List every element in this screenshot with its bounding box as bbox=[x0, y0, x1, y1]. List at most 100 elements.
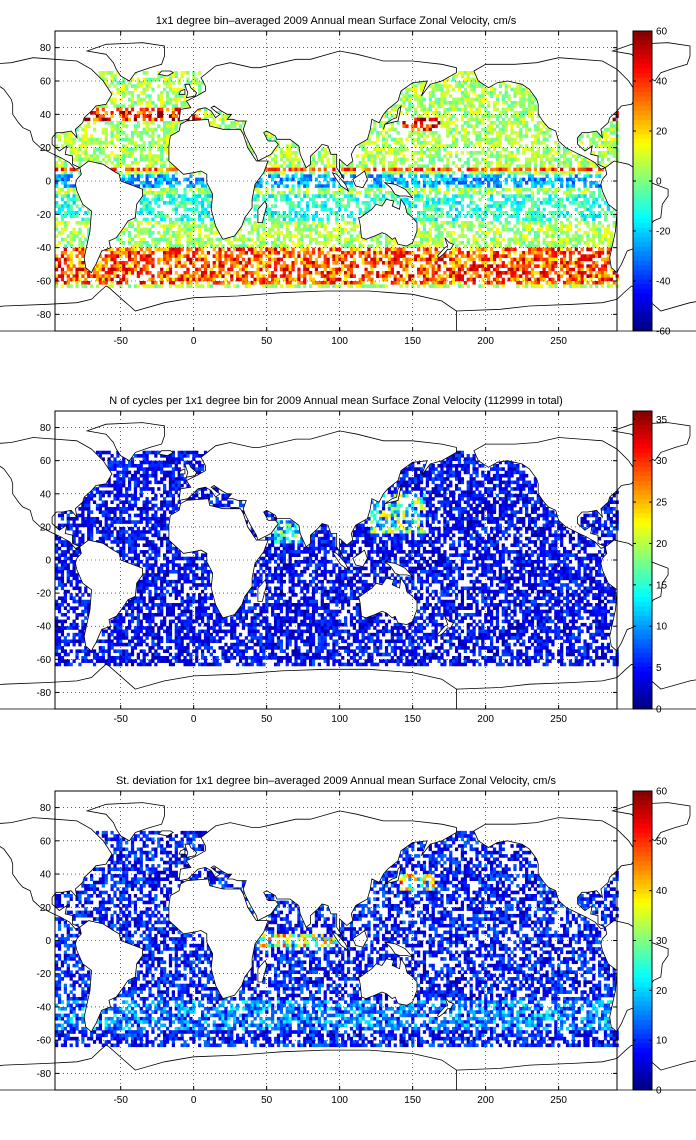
data-cell bbox=[507, 104, 511, 108]
data-cell bbox=[437, 171, 441, 175]
data-cell bbox=[87, 137, 91, 142]
data-cell bbox=[332, 244, 336, 248]
data-cell bbox=[390, 267, 394, 272]
data-cell bbox=[530, 201, 535, 205]
data-cell bbox=[139, 247, 143, 252]
data-cell bbox=[244, 264, 248, 268]
data-cell bbox=[490, 154, 494, 158]
data-cell bbox=[490, 264, 494, 268]
data-cell bbox=[522, 221, 526, 225]
data-cell bbox=[519, 171, 523, 175]
data-cell bbox=[244, 217, 248, 222]
data-cell bbox=[481, 261, 485, 265]
data-cell bbox=[548, 167, 552, 172]
data-cell bbox=[434, 171, 438, 175]
data-cell bbox=[288, 214, 292, 218]
data-cell bbox=[466, 254, 470, 258]
data-cell bbox=[437, 207, 441, 212]
data-cell bbox=[522, 241, 526, 245]
data-cell bbox=[478, 187, 482, 192]
data-cell bbox=[75, 254, 79, 258]
data-cell bbox=[78, 154, 82, 158]
data-cell bbox=[457, 241, 462, 245]
data-cell bbox=[475, 217, 479, 222]
data-cell bbox=[367, 201, 371, 205]
data-cell bbox=[527, 167, 532, 172]
data-cell bbox=[119, 161, 123, 165]
data-cell bbox=[361, 154, 365, 158]
data-cell bbox=[589, 204, 593, 208]
data-cell bbox=[536, 131, 540, 135]
data-cell bbox=[84, 154, 88, 158]
data-cell bbox=[379, 184, 383, 188]
data-cell bbox=[586, 244, 590, 248]
data-cell bbox=[113, 74, 117, 78]
data-cell bbox=[84, 124, 88, 128]
data-cell bbox=[139, 237, 143, 242]
data-cell bbox=[297, 254, 301, 258]
data-cell bbox=[525, 271, 529, 275]
data-cell bbox=[527, 197, 532, 202]
data-cell bbox=[598, 204, 602, 208]
data-cell bbox=[279, 241, 284, 245]
data-cell bbox=[81, 234, 85, 238]
data-cell bbox=[291, 251, 295, 255]
data-cell bbox=[379, 124, 383, 128]
data-cell bbox=[180, 244, 184, 248]
data-cell bbox=[490, 194, 494, 198]
data-cell bbox=[571, 194, 575, 198]
data-cell bbox=[163, 234, 167, 238]
data-cell bbox=[165, 277, 170, 282]
data-cell bbox=[341, 264, 345, 268]
data-cell bbox=[428, 237, 432, 242]
data-cell bbox=[390, 264, 394, 268]
data-cell bbox=[595, 141, 599, 145]
data-cell bbox=[55, 221, 59, 225]
data-cell bbox=[145, 221, 149, 225]
data-cell bbox=[142, 191, 146, 195]
data-cell bbox=[495, 161, 500, 165]
data-cell bbox=[399, 264, 403, 268]
data-cell bbox=[63, 201, 67, 205]
data-cell bbox=[507, 107, 511, 112]
data-cell bbox=[259, 237, 263, 242]
data-cell bbox=[78, 221, 82, 225]
data-cell bbox=[431, 184, 435, 188]
data-cell bbox=[446, 164, 450, 168]
data-cell bbox=[484, 174, 488, 178]
data-cell bbox=[390, 114, 394, 118]
data-cell bbox=[130, 77, 135, 82]
data-cell bbox=[513, 171, 517, 175]
data-cell bbox=[288, 221, 292, 225]
data-cell bbox=[233, 121, 237, 125]
data-cell bbox=[446, 211, 450, 215]
data-cell bbox=[519, 84, 523, 88]
data-cell bbox=[60, 161, 65, 165]
data-cell bbox=[545, 181, 549, 185]
data-cell bbox=[513, 251, 517, 255]
data-cell bbox=[195, 204, 199, 208]
data-cell bbox=[408, 257, 412, 262]
data-cell bbox=[335, 247, 339, 252]
data-cell bbox=[171, 97, 175, 102]
data-cell bbox=[157, 197, 161, 202]
data-cell bbox=[446, 111, 450, 115]
data-cell bbox=[317, 174, 321, 178]
data-cell bbox=[227, 271, 231, 275]
data-cell bbox=[370, 174, 374, 178]
data-cell bbox=[367, 187, 371, 192]
data-cell bbox=[195, 257, 199, 262]
data-cell bbox=[104, 131, 108, 135]
data-cell bbox=[297, 274, 301, 278]
data-cell bbox=[198, 177, 202, 182]
data-cell bbox=[110, 251, 114, 255]
data-cell bbox=[417, 271, 421, 275]
data-cell bbox=[183, 94, 187, 98]
data-cell bbox=[539, 161, 543, 165]
data-cell bbox=[142, 197, 146, 202]
data-cell bbox=[396, 167, 400, 172]
data-cell bbox=[133, 87, 138, 92]
data-cell bbox=[481, 224, 485, 228]
data-cell bbox=[381, 271, 386, 275]
data-cell bbox=[384, 261, 389, 265]
